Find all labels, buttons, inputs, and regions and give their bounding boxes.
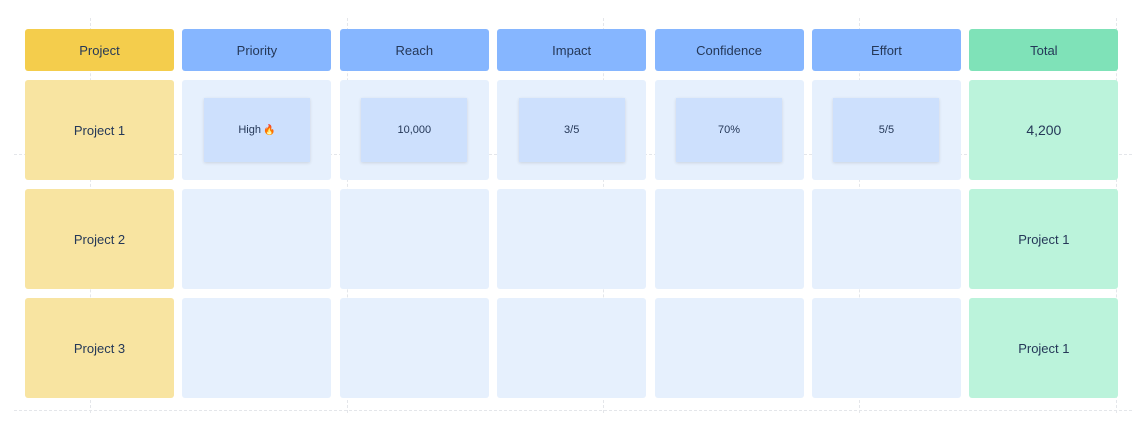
header-reach[interactable]: Reach: [339, 29, 489, 71]
priority-cell[interactable]: [182, 298, 332, 398]
total-cell[interactable]: 4,200: [969, 80, 1119, 180]
rice-board: Project Priority Reach Impact Confidence…: [25, 29, 1119, 398]
reach-cell[interactable]: [339, 298, 489, 398]
confidence-cell[interactable]: [654, 189, 804, 289]
project-cell[interactable]: Project 3: [25, 298, 174, 398]
sticky-note-effort[interactable]: 5/5: [833, 98, 940, 162]
total-cell[interactable]: Project 1: [969, 298, 1119, 398]
fire-icon: 🔥: [262, 124, 276, 136]
confidence-cell[interactable]: 70%: [654, 80, 804, 180]
sticky-note-impact[interactable]: 3/5: [518, 98, 625, 162]
header-confidence[interactable]: Confidence: [654, 29, 804, 71]
header-project[interactable]: Project: [25, 29, 174, 71]
effort-cell[interactable]: [811, 298, 961, 398]
effort-cell[interactable]: 5/5: [811, 80, 961, 180]
priority-cell[interactable]: [182, 189, 332, 289]
sticky-note-priority[interactable]: High 🔥: [203, 98, 310, 162]
impact-cell[interactable]: [497, 298, 647, 398]
project-cell[interactable]: Project 1: [25, 80, 174, 180]
reach-cell[interactable]: 10,000: [339, 80, 489, 180]
header-priority[interactable]: Priority: [182, 29, 332, 71]
priority-cell[interactable]: High 🔥: [182, 80, 332, 180]
header-impact[interactable]: Impact: [497, 29, 647, 71]
grid-line: [14, 410, 1132, 411]
project-cell[interactable]: Project 2: [25, 189, 174, 289]
header-effort[interactable]: Effort: [811, 29, 961, 71]
impact-cell[interactable]: [497, 189, 647, 289]
sticky-note-reach[interactable]: 10,000: [361, 98, 468, 162]
impact-cell[interactable]: 3/5: [497, 80, 647, 180]
sticky-note-confidence[interactable]: 70%: [676, 98, 783, 162]
header-total[interactable]: Total: [969, 29, 1119, 71]
reach-cell[interactable]: [339, 189, 489, 289]
priority-value: High: [238, 124, 261, 136]
confidence-cell[interactable]: [654, 298, 804, 398]
total-cell[interactable]: Project 1: [969, 189, 1119, 289]
effort-cell[interactable]: [811, 189, 961, 289]
